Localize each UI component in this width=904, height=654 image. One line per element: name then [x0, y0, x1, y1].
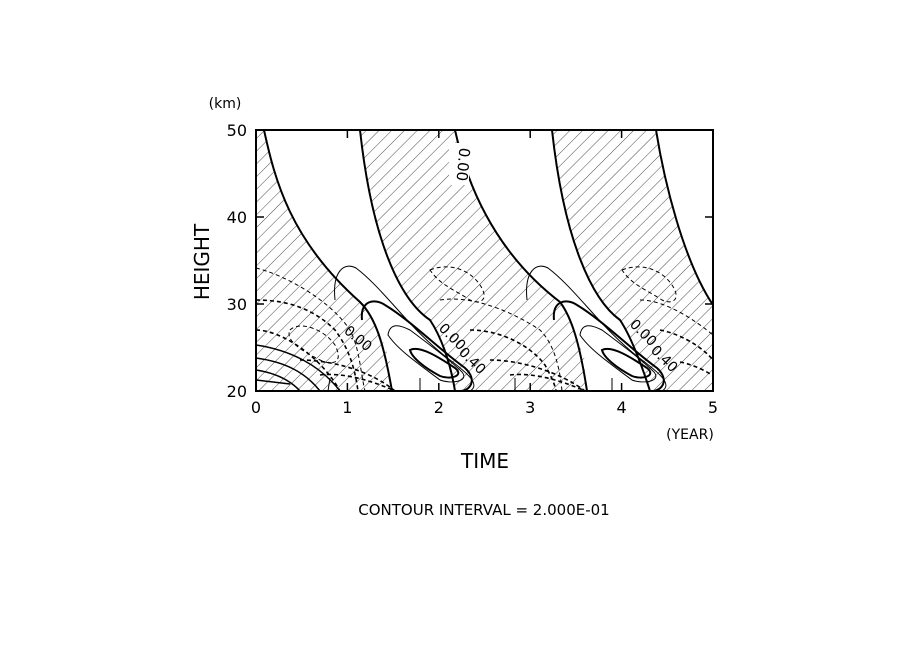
positive-contour — [526, 265, 667, 391]
negative-contour — [679, 361, 713, 377]
plot-frame — [255, 129, 714, 392]
positive-contour — [600, 347, 652, 379]
negative-contour — [621, 266, 677, 303]
y-tick-label: 30 — [227, 295, 247, 314]
zero-contour — [263, 130, 393, 391]
negative-regions — [256, 130, 713, 391]
zero-contour — [655, 130, 713, 306]
x-axis-title: TIME — [460, 449, 509, 473]
positive-contour — [256, 369, 301, 391]
positive-contour — [579, 325, 657, 383]
negative-contour — [256, 299, 359, 391]
positive-contour — [552, 300, 665, 391]
y-axis: 20 30 40 50 — [227, 121, 713, 401]
zero-contour — [359, 130, 456, 391]
x-tick-label: 1 — [342, 398, 352, 417]
positive-contour — [387, 325, 465, 383]
positive-contour — [256, 357, 321, 391]
y-tick-label: 50 — [227, 121, 247, 140]
y-tick-label: 20 — [227, 382, 247, 401]
negative-contour — [256, 329, 341, 391]
x-unit: (YEAR) — [666, 427, 714, 443]
positive-contour — [360, 300, 473, 391]
negative-contour — [327, 377, 613, 391]
x-tick-label: 5 — [708, 398, 718, 417]
negative-contour — [489, 359, 586, 391]
x-tick-label: 3 — [525, 398, 535, 417]
negative-contour — [639, 299, 713, 336]
x-tick-label: 0 — [251, 398, 261, 417]
y-axis-title: HEIGHT — [190, 223, 214, 300]
negative-contour — [256, 267, 366, 391]
y-tick-label: 40 — [227, 208, 247, 227]
negative-contour — [509, 373, 586, 391]
contour-label: 0.00 — [453, 147, 474, 182]
negative-contour — [429, 266, 485, 303]
positive-contour — [256, 379, 291, 385]
positive-contour — [408, 347, 460, 379]
negative-region-shade — [256, 130, 390, 391]
contour-interval-note: CONTOUR INTERVAL = 2.000E-01 — [358, 501, 609, 519]
negative-contour — [319, 373, 396, 391]
negative-contour — [299, 359, 396, 391]
negative-contour — [469, 329, 557, 391]
x-tick-label: 4 — [617, 398, 627, 417]
negative-region-shade — [360, 130, 585, 391]
y-unit: (km) — [209, 96, 242, 112]
negative-contour — [659, 329, 713, 361]
x-tick-label: 2 — [434, 398, 444, 417]
negative-region-shade — [552, 130, 713, 391]
negative-contour — [439, 298, 563, 391]
positive-contour — [334, 265, 475, 391]
contour-lines — [256, 130, 713, 391]
x-axis: 0 1 2 3 4 5 — [251, 130, 718, 417]
